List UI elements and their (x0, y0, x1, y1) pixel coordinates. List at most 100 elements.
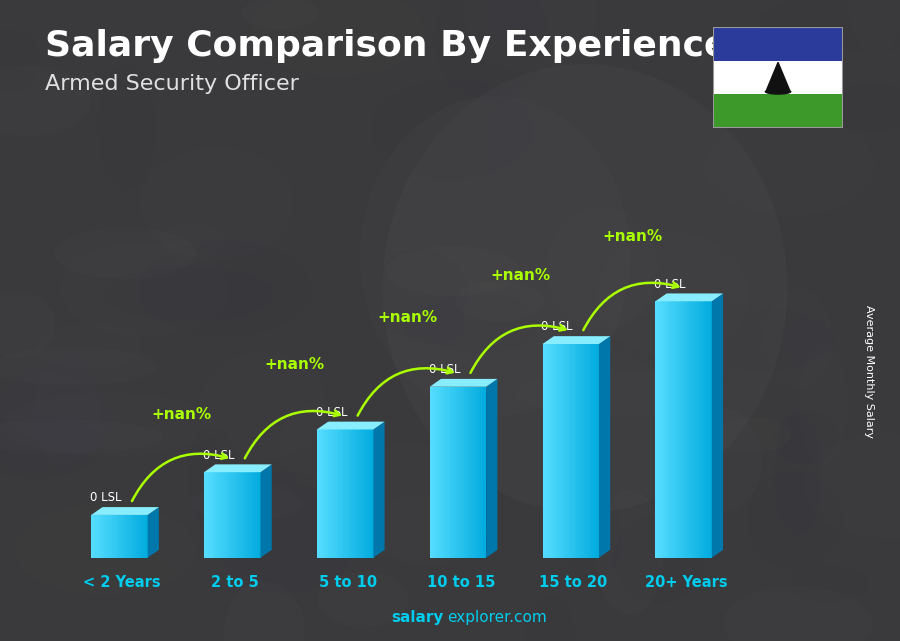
Bar (362, 429, 364, 558)
Polygon shape (260, 464, 272, 558)
Bar (554, 344, 556, 558)
Bar (204, 472, 206, 558)
Bar (246, 472, 248, 558)
Bar (560, 344, 562, 558)
Bar (120, 515, 122, 558)
Polygon shape (148, 507, 159, 558)
Bar (676, 301, 679, 558)
Bar (343, 429, 346, 558)
Bar (339, 429, 342, 558)
Bar (460, 387, 462, 558)
Polygon shape (317, 422, 384, 429)
Bar (458, 387, 460, 558)
Bar (710, 301, 712, 558)
Bar (336, 429, 338, 558)
Bar (127, 515, 129, 558)
Bar (227, 472, 229, 558)
Bar (129, 515, 130, 558)
Bar (345, 429, 347, 558)
Ellipse shape (212, 471, 358, 594)
Text: +nan%: +nan% (490, 268, 550, 283)
Bar (112, 515, 114, 558)
Bar (688, 301, 689, 558)
Bar (356, 429, 358, 558)
Text: explorer.com: explorer.com (447, 610, 547, 625)
Bar (434, 387, 436, 558)
Text: 0 LSL: 0 LSL (316, 406, 347, 419)
Bar (689, 301, 691, 558)
Text: +nan%: +nan% (265, 357, 324, 372)
Bar (324, 429, 327, 558)
Text: +nan%: +nan% (603, 229, 663, 244)
Bar (365, 429, 368, 558)
Bar (332, 429, 334, 558)
Bar (706, 301, 708, 558)
Ellipse shape (612, 304, 833, 375)
Bar (593, 344, 596, 558)
Ellipse shape (0, 415, 106, 478)
Bar (479, 387, 481, 558)
Ellipse shape (17, 590, 177, 641)
Bar (206, 472, 208, 558)
Ellipse shape (242, 0, 319, 30)
Bar (482, 387, 484, 558)
Bar (139, 515, 140, 558)
Bar (136, 515, 139, 558)
Bar (223, 472, 225, 558)
Bar (351, 429, 353, 558)
Bar (693, 301, 695, 558)
Bar (236, 472, 238, 558)
Ellipse shape (765, 88, 791, 95)
Bar (708, 301, 710, 558)
Ellipse shape (155, 483, 367, 592)
Polygon shape (374, 422, 384, 558)
Bar (475, 387, 477, 558)
Bar (446, 387, 449, 558)
Ellipse shape (434, 0, 548, 100)
Bar (93, 515, 95, 558)
Ellipse shape (38, 324, 142, 369)
Bar (698, 301, 701, 558)
Text: 0 LSL: 0 LSL (654, 278, 686, 290)
Bar (341, 429, 344, 558)
Bar (319, 429, 321, 558)
Bar (462, 387, 464, 558)
Bar (469, 387, 472, 558)
Bar (579, 344, 580, 558)
Bar (358, 429, 360, 558)
Bar (132, 515, 135, 558)
Bar (215, 472, 218, 558)
Bar (322, 429, 325, 558)
Bar (453, 387, 454, 558)
Bar (113, 515, 116, 558)
Ellipse shape (183, 175, 284, 257)
Text: Salary Comparison By Experience: Salary Comparison By Experience (45, 29, 728, 63)
Bar (101, 515, 103, 558)
Bar (229, 472, 230, 558)
Text: salary: salary (392, 610, 444, 625)
Bar (584, 344, 586, 558)
Bar (576, 344, 579, 558)
Bar (238, 472, 240, 558)
Bar (562, 344, 563, 558)
Ellipse shape (614, 515, 704, 603)
Bar (232, 472, 234, 558)
Bar (657, 301, 660, 558)
Bar (219, 472, 221, 558)
Ellipse shape (385, 246, 519, 297)
Bar (134, 515, 137, 558)
Bar (347, 429, 349, 558)
Bar (580, 344, 582, 558)
Bar (544, 344, 546, 558)
Bar (590, 344, 591, 558)
Bar (563, 344, 565, 558)
Bar (432, 387, 434, 558)
Bar (255, 472, 256, 558)
Bar (445, 387, 447, 558)
Bar (674, 301, 676, 558)
Ellipse shape (0, 347, 158, 385)
Bar (338, 429, 339, 558)
Bar (349, 429, 351, 558)
Bar (448, 387, 451, 558)
Bar (118, 515, 120, 558)
